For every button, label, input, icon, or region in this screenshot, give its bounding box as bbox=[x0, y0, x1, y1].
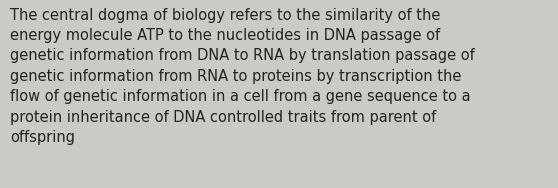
Text: The central dogma of biology refers to the similarity of the
energy molecule ATP: The central dogma of biology refers to t… bbox=[10, 8, 475, 145]
